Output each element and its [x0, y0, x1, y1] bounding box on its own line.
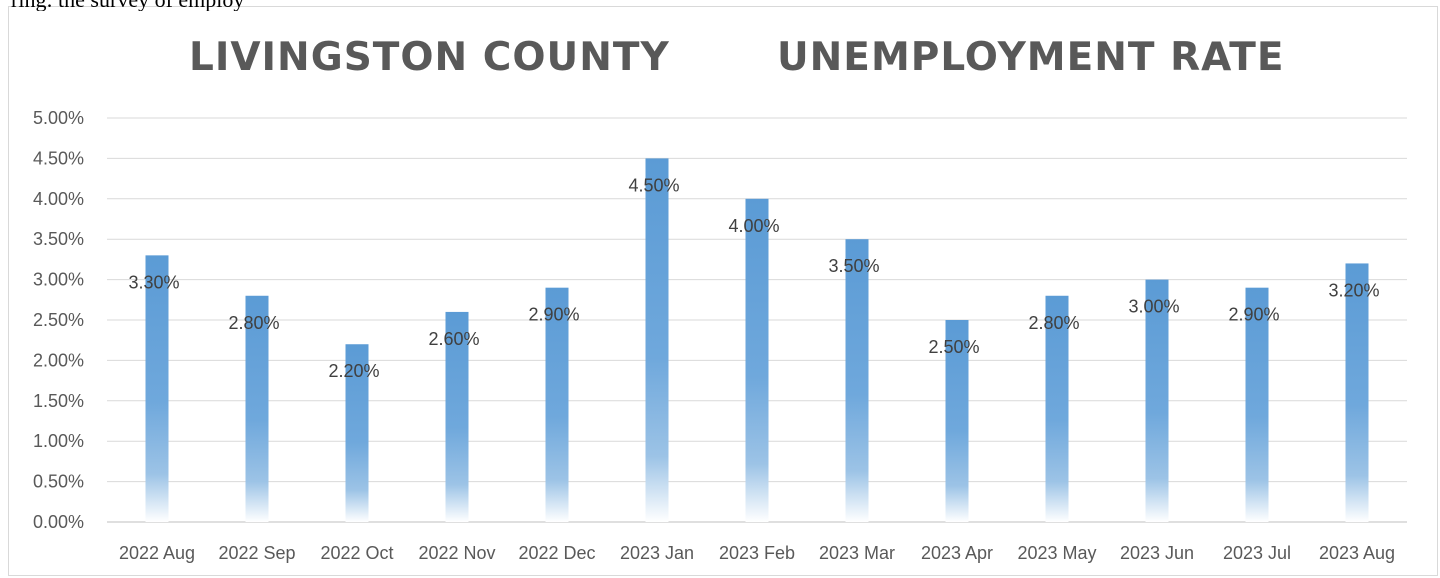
x-tick-label: 2023 Jul [1223, 543, 1291, 563]
y-tick-label: 1.50% [33, 391, 84, 411]
bar [445, 311, 469, 522]
y-tick-label: 5.00% [33, 108, 84, 128]
data-label: 4.00% [728, 216, 779, 236]
x-tick-label: 2022 Aug [119, 543, 195, 563]
x-tick-label: 2023 Feb [719, 543, 795, 563]
bar [1245, 287, 1269, 522]
data-label: 2.90% [1228, 305, 1279, 325]
y-axis: 0.00% 0.50% 1.00% 1.50% 2.00% 2.50% 3.00% 3.50%… [33, 108, 84, 532]
bar [1145, 279, 1169, 522]
y-tick-label: 0.00% [33, 512, 84, 532]
x-tick-label: 2023 Jan [620, 543, 694, 563]
bar [145, 255, 169, 523]
x-tick-label: 2022 Oct [320, 543, 393, 563]
bar [745, 198, 769, 523]
header-text-fragment: ring: the survey of employ [11, 0, 244, 11]
x-tick-label: 2022 Sep [218, 543, 295, 563]
bar [945, 320, 969, 522]
x-tick-label: 2023 May [1017, 543, 1096, 563]
chart-title-part-2: UNEMPLOYMENT RATE [777, 35, 1285, 80]
bars [145, 158, 1369, 523]
data-label: 2.50% [928, 337, 979, 357]
data-label: 3.00% [1128, 297, 1179, 317]
bar [1045, 295, 1069, 522]
bar [545, 287, 569, 522]
data-label: 2.80% [228, 313, 279, 333]
bar [845, 239, 869, 522]
y-tick-label: 1.00% [33, 431, 84, 451]
x-tick-label: 2022 Nov [418, 543, 495, 563]
data-label: 3.20% [1328, 280, 1379, 300]
chart-title-part-1: LIVINGSTON COUNTY [189, 35, 670, 80]
data-label: 2.80% [1028, 313, 1079, 333]
x-tick-label: 2023 Apr [921, 543, 993, 563]
y-tick-label: 2.00% [33, 350, 84, 370]
x-axis: 2022 Aug 2022 Sep 2022 Oct 2022 Nov 2022 Dec… [119, 543, 1395, 563]
data-labels: 3.30% 2.80% 2.20% 2.60% 2.90% 4.50% 4.00% 3.50%… [128, 175, 1379, 381]
data-label: 2.20% [328, 361, 379, 381]
bar [245, 295, 269, 522]
x-tick-label: 2023 Jun [1120, 543, 1194, 563]
data-label: 3.30% [128, 272, 179, 292]
bar [345, 344, 369, 522]
data-label: 4.50% [628, 175, 679, 195]
bar [645, 158, 669, 522]
data-label: 3.50% [828, 256, 879, 276]
y-tick-label: 0.50% [33, 472, 84, 492]
y-tick-label: 4.50% [33, 148, 84, 168]
bar [1345, 263, 1369, 522]
data-label: 2.60% [428, 329, 479, 349]
y-tick-label: 4.00% [33, 189, 84, 209]
x-tick-label: 2023 Mar [819, 543, 895, 563]
x-tick-label: 2022 Dec [518, 543, 595, 563]
data-label: 2.90% [528, 305, 579, 325]
y-tick-label: 3.50% [33, 229, 84, 249]
y-tick-label: 3.00% [33, 270, 84, 290]
x-tick-label: 2023 Aug [1319, 543, 1395, 563]
y-tick-label: 2.50% [33, 310, 84, 330]
